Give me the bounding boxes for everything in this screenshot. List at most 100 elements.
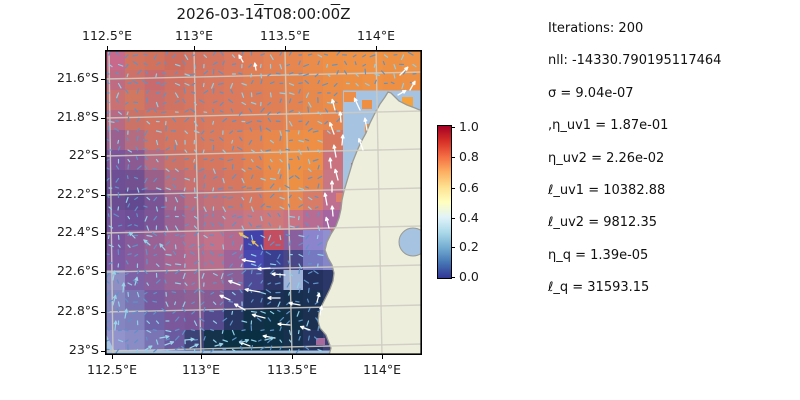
stats-panel: Iterations: 200 nll: -14330.790195117464 σ… xyxy=(548,13,721,305)
plot-title: 2026-03-14T08:00:00Z xyxy=(105,5,422,23)
field-cell xyxy=(124,210,146,231)
x-bottom-tick-label: 113.5°E xyxy=(267,362,317,377)
field-cell xyxy=(124,130,146,151)
field-cell xyxy=(243,290,264,311)
field-cell xyxy=(303,270,324,291)
field-cell xyxy=(164,330,185,351)
tick-mark xyxy=(101,78,105,80)
stats-line: η_uv2 = 2.26e-02 xyxy=(548,150,665,166)
field-cell xyxy=(223,290,245,311)
field-cell xyxy=(204,90,225,111)
field-cell-scattered xyxy=(402,97,413,107)
stats-line: σ = 9.04e-07 xyxy=(548,85,634,101)
quiver-arrow xyxy=(241,258,256,263)
quiver-arrow xyxy=(112,294,117,306)
field-cell xyxy=(243,310,264,331)
quiver-arrow xyxy=(267,295,281,301)
field-cell xyxy=(223,310,245,331)
field-cell xyxy=(105,250,126,271)
quiver-small-arrows xyxy=(105,50,417,355)
colorbar-tick-mark xyxy=(451,126,455,128)
parallel-line xyxy=(105,187,422,196)
map-plot xyxy=(105,50,422,355)
quiver-arrow xyxy=(121,282,126,293)
field-cell xyxy=(322,110,344,131)
quiver-arrow xyxy=(228,279,241,286)
field-cell xyxy=(144,250,165,271)
field-cell xyxy=(362,50,383,71)
y-tick-label: 21.6°S xyxy=(56,70,99,85)
quiver-arrow xyxy=(159,335,170,339)
field-cell xyxy=(303,50,324,71)
tick-mark xyxy=(291,355,293,359)
colorbar xyxy=(437,125,452,279)
field-cell xyxy=(164,130,185,151)
field-cell xyxy=(243,50,264,71)
colorbar-tick-mark xyxy=(451,246,455,248)
field-cell xyxy=(283,90,304,111)
y-tick-label: 22.8°S xyxy=(56,303,99,318)
x-bottom-tick-label: 114°E xyxy=(362,362,401,377)
y-tick-label: 22.2°S xyxy=(56,186,99,201)
quiver-arrow xyxy=(219,294,231,301)
field-cell-scattered xyxy=(344,92,356,102)
field-cell xyxy=(303,190,324,211)
quiver-arrow xyxy=(271,272,286,277)
parallel-line xyxy=(105,110,422,119)
field-cell xyxy=(223,130,245,151)
field-cell xyxy=(164,290,185,311)
quiver-arrow xyxy=(357,138,364,151)
field-cell xyxy=(204,190,225,211)
stats-line: ℓ_uv2 = 9812.35 xyxy=(548,215,657,231)
stats-line: Iterations: 200 xyxy=(548,21,644,36)
title-part: 4 xyxy=(254,5,264,23)
parallel-line xyxy=(105,304,422,313)
field-cell xyxy=(144,110,165,131)
quiver-arrow xyxy=(164,341,175,346)
quiver-arrow xyxy=(288,301,301,306)
field-cell xyxy=(124,330,146,351)
field-cell xyxy=(164,70,185,91)
field-cell xyxy=(382,50,403,71)
field-cell xyxy=(263,150,284,171)
field-cell xyxy=(243,190,264,211)
field-cell xyxy=(164,50,185,71)
field-cell xyxy=(243,150,264,171)
lake xyxy=(398,227,422,257)
field-cell xyxy=(283,230,304,251)
field-cell xyxy=(263,50,284,71)
field-cell xyxy=(322,50,344,71)
quiver-arrow xyxy=(128,231,136,239)
quiver-arrow xyxy=(397,89,407,96)
field-cell xyxy=(342,50,363,71)
field-cell xyxy=(283,110,304,131)
field-cell xyxy=(303,330,324,351)
field-cell xyxy=(204,250,225,271)
quiver-arrow xyxy=(353,97,361,111)
field-cell xyxy=(124,70,146,91)
field-cell xyxy=(204,290,225,311)
field-cell xyxy=(263,90,284,111)
quiver-arrow xyxy=(363,117,368,131)
quiver-arrow xyxy=(264,336,275,341)
x-top-tick-label: 112.5°E xyxy=(82,28,132,43)
quiver-arrow xyxy=(238,232,249,239)
quiver-arrow xyxy=(144,345,153,351)
tick-mark xyxy=(284,46,286,50)
stats-line: ℓ_uv1 = 10382.88 xyxy=(548,183,666,199)
stats-line: ℓ_q = 31593.15 xyxy=(548,280,650,296)
quiver-arrow xyxy=(338,111,343,123)
field-cell xyxy=(184,230,205,251)
field-cell xyxy=(223,50,245,71)
field-cell xyxy=(164,170,185,191)
field-cell xyxy=(402,70,422,91)
quiver-arrow xyxy=(333,168,339,181)
field-cell xyxy=(164,210,185,231)
x-top-tick-label: 113.5°E xyxy=(260,28,310,43)
quiver-arrow xyxy=(323,192,328,206)
parallel-line xyxy=(105,225,422,234)
tick-mark xyxy=(101,232,105,234)
colorbar-tick-label: 0.2 xyxy=(459,239,479,254)
quiver-arrow xyxy=(143,239,151,246)
